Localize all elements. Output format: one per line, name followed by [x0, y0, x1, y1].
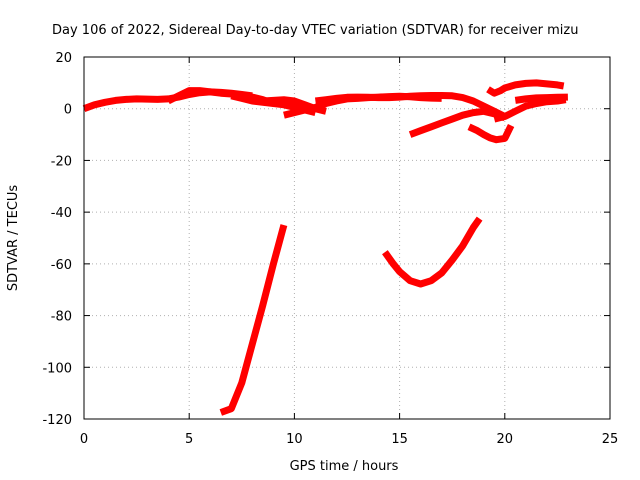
y-axis-label: SDTVAR / TECUs — [6, 185, 21, 292]
y-tick-label: -20 — [51, 154, 72, 169]
series-line-arc11 — [514, 93, 568, 104]
data-series — [82, 79, 568, 416]
y-tick-label: -40 — [51, 206, 72, 221]
tick-labels: 0 5 10 15 20 25 -120 -100 -80 -60 -40 -20 0 20 — [42, 51, 618, 447]
y-tick-label: 0 — [64, 103, 72, 118]
series-line-arc13 — [382, 216, 483, 288]
y-tick-label: -60 — [51, 258, 72, 273]
x-tick-label: 0 — [80, 432, 88, 447]
plot-frame — [83, 56, 611, 420]
y-tick-label: -80 — [51, 310, 72, 325]
grid — [84, 57, 610, 419]
series-line-arc8 — [467, 123, 515, 144]
y-tick-label: -100 — [42, 361, 72, 376]
x-tick-label: 10 — [286, 432, 303, 447]
chart-title: Day 106 of 2022, Sidereal Day-to-day VTE… — [52, 23, 578, 38]
series-line-arc6 — [314, 92, 507, 120]
x-tick-label: 5 — [185, 432, 193, 447]
y-tick-label: 20 — [55, 51, 72, 66]
y-tick-label: -120 — [42, 413, 72, 428]
x-axis-label: GPS time / hours — [290, 459, 399, 474]
series-line-arc9 — [486, 79, 565, 97]
series-line-arc12 — [219, 224, 288, 416]
axis-ticks — [83, 56, 611, 420]
series-line-arc7 — [408, 107, 507, 138]
x-tick-label: 15 — [391, 432, 408, 447]
x-tick-label: 20 — [497, 432, 514, 447]
x-tick-label: 25 — [602, 432, 619, 447]
series-line-arc10 — [493, 96, 567, 123]
